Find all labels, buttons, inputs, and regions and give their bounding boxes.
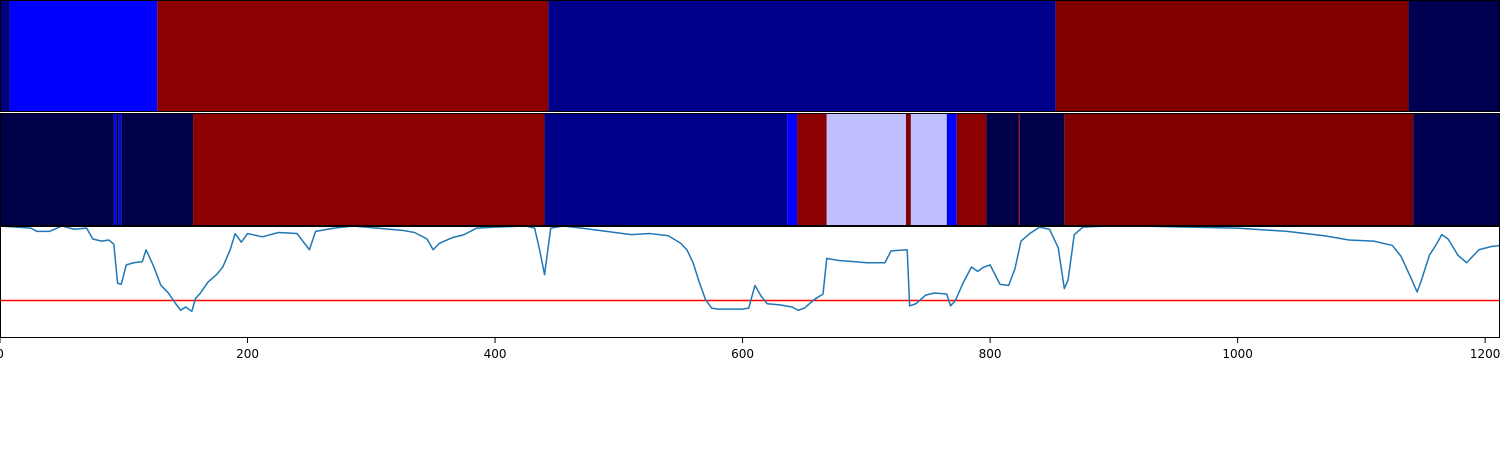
heatmap-segment bbox=[548, 0, 1056, 112]
x-axis: 0 200 400 600 800 1000 1200 bbox=[0, 338, 1500, 361]
heatmap-segment bbox=[193, 113, 545, 226]
heatmap-segment bbox=[0, 0, 10, 112]
heatmap-segment bbox=[787, 113, 798, 226]
heatmap-segment bbox=[946, 113, 957, 226]
heatmap-segment bbox=[113, 113, 117, 226]
x-tick-label: 800 bbox=[979, 347, 1002, 361]
panel-frame bbox=[0, 226, 1500, 338]
heatmap-segment bbox=[956, 113, 987, 226]
heatmap-segment bbox=[826, 113, 906, 226]
x-tick-label: 400 bbox=[484, 347, 507, 361]
heatmap-segment bbox=[1019, 113, 1065, 226]
heatmap-segment bbox=[9, 0, 158, 112]
heatmap-segment bbox=[1064, 113, 1414, 226]
line-plot-panel bbox=[0, 226, 1500, 313]
heatmap-segment bbox=[1408, 0, 1500, 112]
series-line bbox=[0, 226, 1500, 313]
heatmap-segment bbox=[544, 113, 788, 226]
x-tick-label: 1200 bbox=[1470, 347, 1500, 361]
heatmap-segment bbox=[116, 113, 119, 226]
heatmap-segment bbox=[1018, 113, 1020, 226]
x-tick-label: 600 bbox=[731, 347, 754, 361]
heatmap-band-top bbox=[0, 0, 1500, 112]
heatmap-segment bbox=[118, 113, 122, 226]
heatmap-segment bbox=[905, 113, 911, 226]
x-tick-label: 200 bbox=[236, 347, 259, 361]
heatmap-segment bbox=[157, 0, 549, 112]
heatmap-segment bbox=[986, 113, 1019, 226]
heatmap-band-middle bbox=[0, 113, 1500, 226]
heatmap-segment bbox=[0, 113, 114, 226]
heatmap-segment bbox=[121, 113, 194, 226]
heatmap-segment bbox=[797, 113, 827, 226]
x-tick-label: 0 bbox=[0, 347, 4, 361]
heatmap-segment bbox=[1413, 113, 1500, 226]
x-tick-label: 1000 bbox=[1222, 347, 1253, 361]
heatmap-segment bbox=[1055, 0, 1409, 112]
heatmap-segment bbox=[910, 113, 947, 226]
